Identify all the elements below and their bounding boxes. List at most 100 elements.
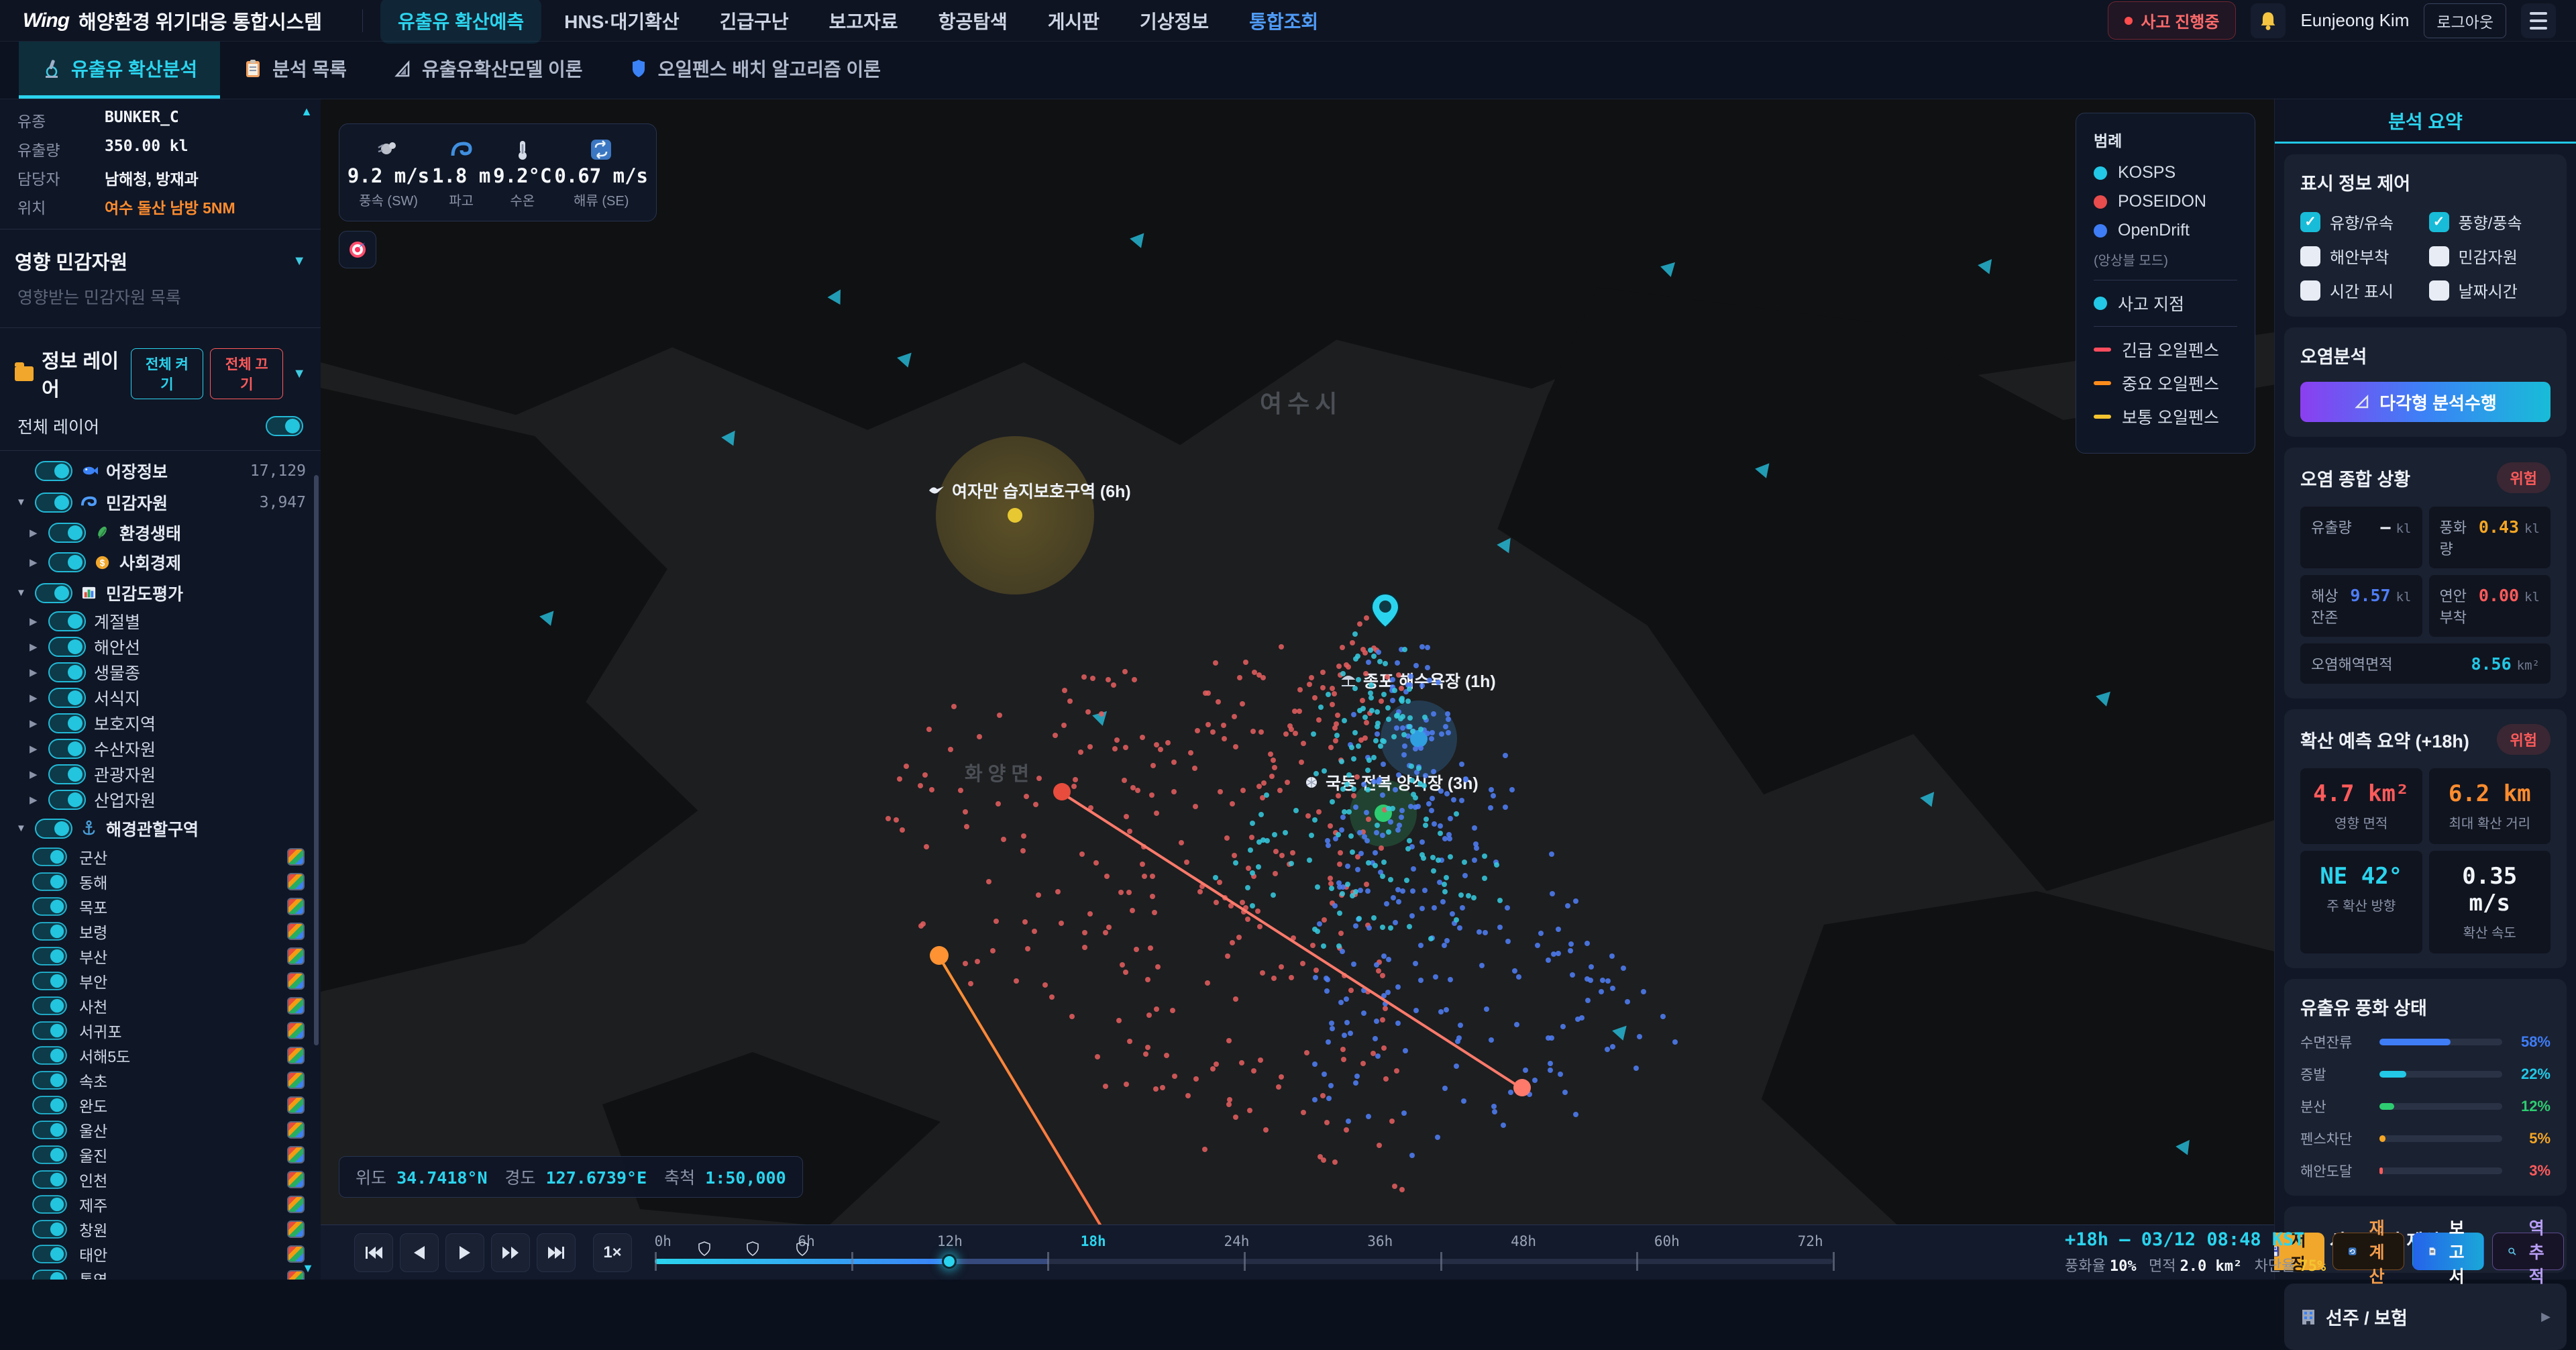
region-toggle-속초[interactable] — [32, 1071, 67, 1090]
nav-item-HNS·대기확산[interactable]: HNS·대기확산 — [547, 0, 696, 44]
checkbox[interactable] — [2300, 280, 2320, 301]
expand-icon[interactable]: ▶ — [30, 666, 44, 678]
action-button-재계산[interactable]: 재계산 — [2332, 1233, 2404, 1270]
logout-button[interactable]: 로그아웃 — [2424, 3, 2506, 38]
all-layers-on-button[interactable]: 전체 켜기 — [131, 348, 204, 399]
layer-toggle-생물종[interactable] — [48, 662, 86, 682]
expand-icon[interactable]: ▶ — [30, 743, 44, 755]
step-back-button[interactable] — [400, 1233, 439, 1272]
menu-button[interactable] — [2521, 3, 2556, 38]
incident-pin[interactable] — [1371, 593, 1399, 631]
master-layer-toggle[interactable] — [266, 416, 303, 436]
layer-toggle-수산자원[interactable] — [48, 739, 86, 759]
region-toggle-완도[interactable] — [32, 1096, 67, 1114]
expand-icon[interactable]: ▶ — [30, 692, 44, 704]
layer-toggle-산업자원[interactable] — [48, 790, 86, 810]
region-color-swatch[interactable] — [287, 972, 305, 990]
display-option-시간 표시[interactable]: 시간 표시 — [2300, 278, 2422, 302]
chevron-down-icon[interactable]: ▼ — [292, 366, 306, 382]
expand-icon[interactable]: ▶ — [30, 527, 44, 539]
region-color-swatch[interactable] — [287, 1047, 305, 1064]
expand-icon[interactable]: ▶ — [30, 556, 44, 568]
region-color-swatch[interactable] — [287, 1245, 305, 1263]
region-toggle-서해5도[interactable] — [32, 1046, 67, 1065]
region-color-swatch[interactable] — [287, 1072, 305, 1089]
layer-toggle-서식지[interactable] — [48, 688, 86, 708]
checkbox[interactable] — [2429, 280, 2449, 301]
layer-toggle-보호지역[interactable] — [48, 713, 86, 733]
all-layers-off-button[interactable]: 전체 끄기 — [210, 348, 283, 399]
region-toggle-부산[interactable] — [32, 947, 67, 966]
layer-toggle-환경생태[interactable] — [48, 523, 86, 543]
display-option-날짜시간[interactable]: 날짜시간 — [2429, 278, 2551, 302]
layer-toggle-민감도평가[interactable] — [35, 583, 72, 603]
expand-icon[interactable]: ▶ — [30, 615, 44, 627]
layer-toggle-계절별[interactable] — [48, 611, 86, 631]
region-color-swatch[interactable] — [287, 898, 305, 915]
polygon-analysis-button[interactable]: 다각형 분석수행 — [2300, 382, 2551, 422]
display-option-풍향/풍속[interactable]: ✓풍향/풍속 — [2429, 210, 2551, 233]
region-color-swatch[interactable] — [287, 848, 305, 866]
region-color-swatch[interactable] — [287, 997, 305, 1015]
skip-start-button[interactable] — [354, 1233, 393, 1272]
scroll-up-icon[interactable]: ▲ — [301, 105, 313, 119]
region-toggle-동해[interactable] — [32, 872, 67, 891]
nav-item-보고자료[interactable]: 보고자료 — [812, 0, 916, 44]
region-toggle-울산[interactable] — [32, 1121, 67, 1139]
layer-toggle-어장정보[interactable] — [35, 461, 72, 481]
region-color-swatch[interactable] — [287, 1221, 305, 1238]
tab-분석 목록[interactable]: 분석 목록 — [220, 42, 370, 99]
tab-유출유확산모델 이론[interactable]: 유출유확산모델 이론 — [370, 42, 606, 99]
expand-icon[interactable]: ▶ — [30, 717, 44, 729]
map-canvas[interactable]: 여수시 화양면 여자만 습지보호구역 (6h) 종포 해수욕장 (1h) 국동 … — [321, 99, 2274, 1225]
play-button[interactable] — [445, 1233, 484, 1272]
region-color-swatch[interactable] — [287, 947, 305, 965]
display-option-유향/유속[interactable]: ✓유향/유속 — [2300, 210, 2422, 233]
region-color-swatch[interactable] — [287, 1121, 305, 1139]
collapse-icon[interactable]: ▼ — [16, 823, 31, 834]
expand-icon[interactable]: ▶ — [30, 641, 44, 653]
expand-icon[interactable]: ▶ — [30, 794, 44, 806]
owner-insurance-card[interactable]: 선주 / 보험 ▶ — [2284, 1284, 2567, 1350]
region-color-swatch[interactable] — [287, 923, 305, 940]
region-toggle-통영[interactable] — [32, 1269, 67, 1280]
region-toggle-울진[interactable] — [32, 1145, 67, 1164]
region-toggle-부안[interactable] — [32, 972, 67, 990]
region-toggle-인천[interactable] — [32, 1170, 67, 1189]
playback-speed-button[interactable]: 1× — [593, 1233, 632, 1272]
target-tool-button[interactable] — [339, 231, 376, 268]
collapse-icon[interactable]: ▼ — [16, 587, 31, 599]
region-color-swatch[interactable] — [287, 1196, 305, 1213]
checkbox[interactable]: ✓ — [2300, 212, 2320, 232]
scroll-down-icon[interactable]: ▼ — [302, 1261, 314, 1276]
affected-resources-header[interactable]: 영향 민감자원 ▼ — [0, 240, 321, 282]
region-color-swatch[interactable] — [287, 1146, 305, 1163]
region-toggle-보령[interactable] — [32, 922, 67, 941]
checkbox[interactable] — [2300, 246, 2320, 266]
fast-forward-button[interactable] — [491, 1233, 530, 1272]
region-toggle-군산[interactable] — [32, 847, 67, 866]
region-color-swatch[interactable] — [287, 873, 305, 890]
display-option-해안부착[interactable]: 해안부착 — [2300, 244, 2422, 268]
region-toggle-서귀포[interactable] — [32, 1021, 67, 1040]
checkbox[interactable] — [2429, 246, 2449, 266]
time-slider[interactable]: 0h6h12h18h24h36h48h60h72h — [655, 1259, 1833, 1264]
region-color-swatch[interactable] — [287, 1171, 305, 1188]
region-toggle-사천[interactable] — [32, 996, 67, 1015]
layer-toggle-관광자원[interactable] — [48, 764, 86, 784]
region-toggle-창원[interactable] — [32, 1220, 67, 1239]
nav-item-기상정보[interactable]: 기상정보 — [1122, 0, 1226, 44]
layer-toggle-사회경제[interactable] — [48, 552, 86, 572]
nav-item-게시판[interactable]: 게시판 — [1030, 0, 1117, 44]
layer-toggle-해경관할구역[interactable] — [35, 819, 72, 839]
nav-item-긴급구난[interactable]: 긴급구난 — [702, 0, 806, 44]
slider-playhead[interactable] — [942, 1254, 957, 1269]
checkbox[interactable]: ✓ — [2429, 212, 2449, 232]
skip-end-button[interactable] — [537, 1233, 576, 1272]
layer-toggle-민감자원[interactable] — [35, 492, 72, 513]
region-color-swatch[interactable] — [287, 1022, 305, 1039]
tab-오일펜스 배치 알고리즘 이론[interactable]: 오일펜스 배치 알고리즘 이론 — [606, 42, 904, 99]
nav-item-통합조회[interactable]: 통합조회 — [1232, 0, 1336, 44]
display-option-민감자원[interactable]: 민감자원 — [2429, 244, 2551, 268]
region-toggle-제주[interactable] — [32, 1195, 67, 1214]
